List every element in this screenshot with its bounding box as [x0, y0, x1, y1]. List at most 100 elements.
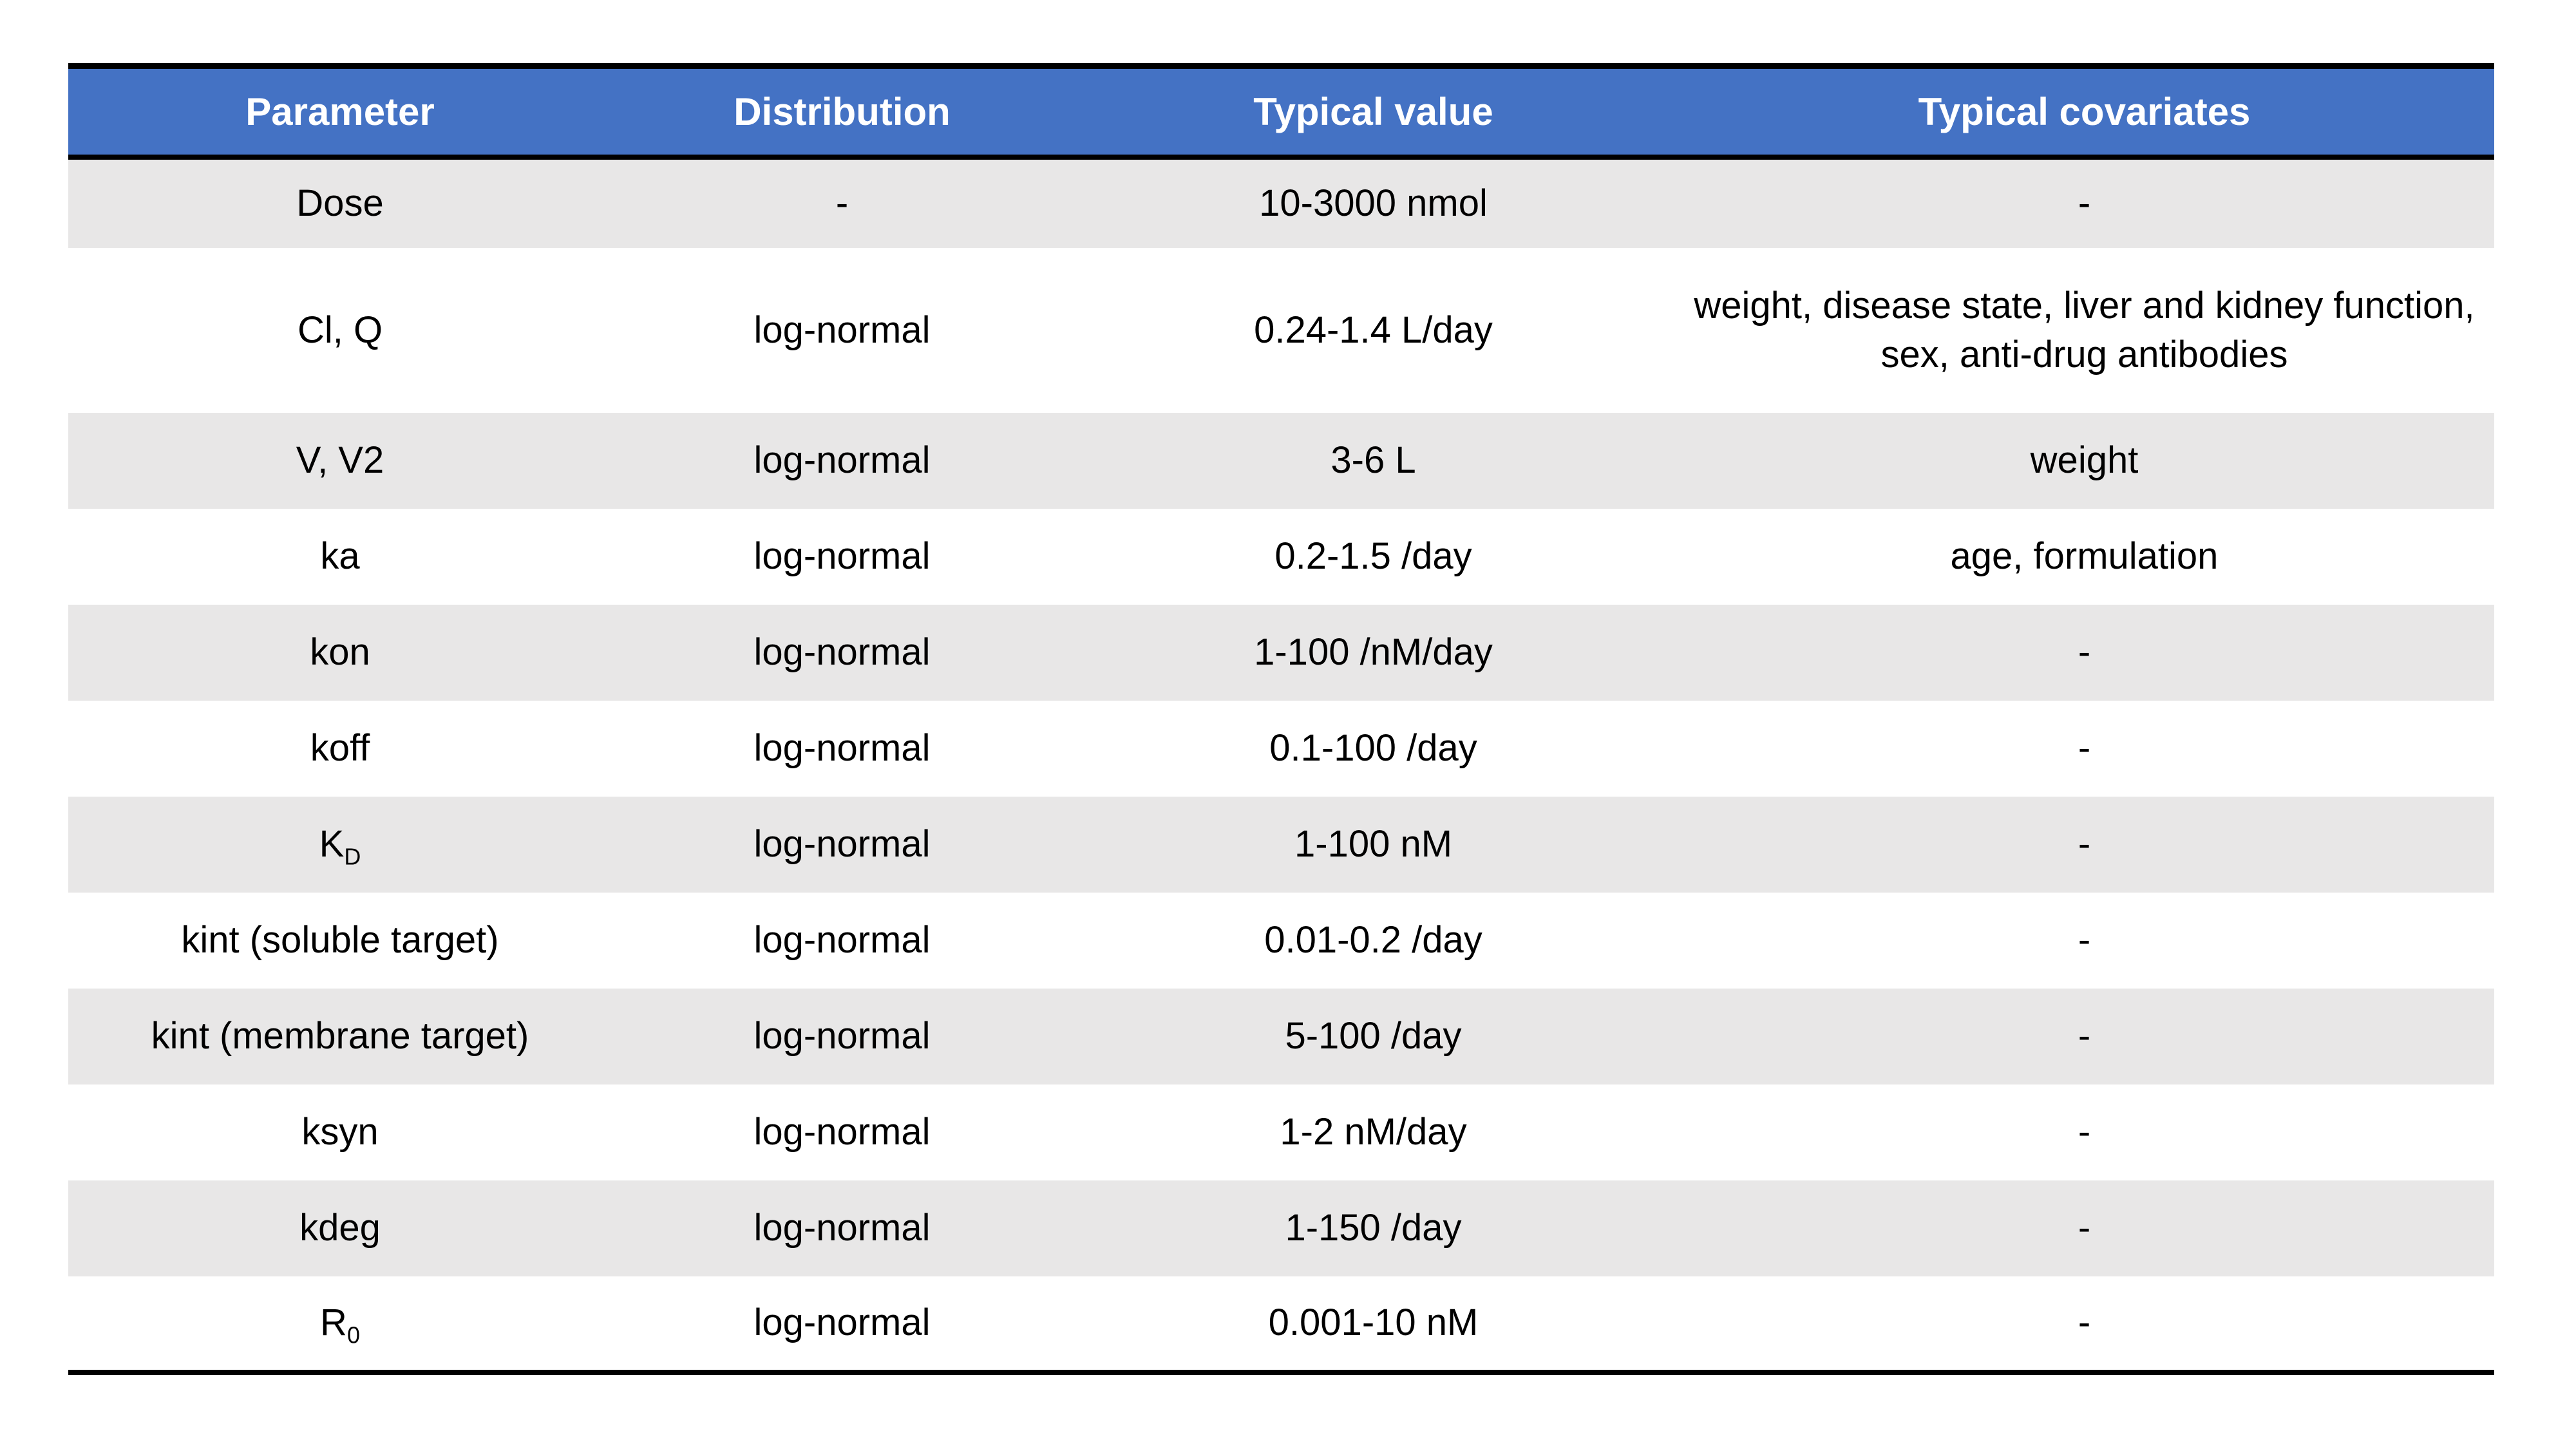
table-row: ksyn log-normal 1-2 nM/day -: [68, 1084, 2494, 1180]
parameter-cell: kint (membrane target): [68, 989, 612, 1084]
typical-covariates-cell-text: -: [2078, 919, 2091, 961]
typical-covariates-cell-text: -: [2078, 631, 2091, 674]
typical-value-cell: 3-6 L: [1072, 413, 1674, 509]
parameter-cell: ksyn: [68, 1084, 612, 1180]
distribution-cell-text: log-normal: [753, 919, 931, 961]
distribution-cell-text: log-normal: [753, 535, 931, 578]
typical-value-cell: 0.1-100 /day: [1072, 701, 1674, 797]
distribution-cell: log-normal: [612, 1180, 1072, 1276]
typical-covariates-cell: -: [1674, 1180, 2494, 1276]
typical-value-cell-text: 1-150 /day: [1285, 1207, 1462, 1249]
distribution-cell-text: log-normal: [753, 439, 931, 482]
typical-value-cell-text: 3-6 L: [1331, 439, 1416, 482]
distribution-cell-text: log-normal: [753, 1111, 931, 1153]
typical-covariates-cell: age, formulation: [1674, 509, 2494, 605]
typical-covariates-cell: -: [1674, 797, 2494, 893]
pk-parameters-table: Parameter Distribution Typical value Typ…: [68, 63, 2494, 1375]
parameter-cell: KD: [68, 797, 612, 893]
table-row: KD log-normal 1-100 nM -: [68, 796, 2494, 893]
typical-value-cell: 0.01-0.2 /day: [1072, 893, 1674, 989]
typical-covariates-cell-text: -: [2078, 182, 2091, 225]
parameter-cell-text: ksyn: [301, 1111, 379, 1153]
distribution-cell-text: log-normal: [753, 1207, 931, 1249]
typical-value-cell: 5-100 /day: [1072, 989, 1674, 1084]
typical-value-cell-text: 0.001-10 nM: [1268, 1302, 1479, 1344]
parameter-cell-text: kon: [310, 631, 370, 674]
typical-value-cell-text: 0.24-1.4 L/day: [1254, 308, 1493, 351]
parameter-cell-text: kdeg: [299, 1207, 381, 1249]
parameter-cell: ka: [68, 509, 612, 605]
typical-covariates-cell: -: [1674, 157, 2494, 248]
typical-value-cell: 1-150 /day: [1072, 1180, 1674, 1276]
parameter-cell: koff: [68, 701, 612, 797]
table-row: koff log-normal 0.1-100 /day -: [68, 700, 2494, 797]
typical-value-cell-text: 0.2-1.5 /day: [1274, 535, 1472, 578]
distribution-cell-text: log-normal: [753, 1015, 931, 1057]
typical-covariates-cell-text: weight, disease state, liver and kidney …: [1694, 285, 2475, 375]
parameter-cell-text: V, V2: [296, 439, 384, 482]
typical-value-cell: 0.001-10 nM: [1072, 1276, 1674, 1372]
typical-covariates-cell: -: [1674, 989, 2494, 1084]
distribution-cell: log-normal: [612, 1084, 1072, 1180]
typical-covariates-cell-text: -: [2078, 1207, 2091, 1249]
typical-covariates-cell-text: -: [2078, 1015, 2091, 1057]
typical-covariates-cell-text: weight: [2030, 439, 2139, 482]
parameter-cell-text: koff: [310, 727, 370, 770]
parameter-cell: kint (soluble target): [68, 893, 612, 989]
distribution-cell: log-normal: [612, 989, 1072, 1084]
typical-covariates-cell: weight, disease state, liver and kidney …: [1674, 248, 2494, 413]
distribution-cell: log-normal: [612, 509, 1072, 605]
table-row: V, V2 log-normal 3-6 L weight: [68, 412, 2494, 509]
typical-covariates-cell-text: -: [2078, 727, 2091, 770]
parameter-cell-text: Cl, Q: [297, 308, 383, 351]
typical-value-cell-text: 1-100 nM: [1294, 823, 1453, 866]
distribution-cell-text: log-normal: [753, 631, 931, 674]
typical-covariates-cell-text: -: [2078, 1302, 2091, 1344]
col-header-distribution: Distribution: [612, 66, 1072, 160]
distribution-cell-text: log-normal: [753, 308, 931, 351]
table-row: kint (soluble target) log-normal 0.01-0.2 …: [68, 892, 2494, 989]
distribution-cell: log-normal: [612, 797, 1072, 893]
distribution-cell: log-normal: [612, 893, 1072, 989]
table-row: Dose - 10-3000 nmol -: [68, 156, 2494, 248]
parameter-cell-text: ka: [320, 535, 360, 578]
table-row: R0 log-normal 0.001-10 nM -: [68, 1276, 2494, 1372]
typical-value-cell-text: 0.01-0.2 /day: [1264, 919, 1482, 961]
typical-covariates-cell: -: [1674, 893, 2494, 989]
table-header: Parameter Distribution Typical value Typ…: [68, 66, 2494, 160]
distribution-cell: log-normal: [612, 413, 1072, 509]
parameter-cell: Cl, Q: [68, 248, 612, 413]
distribution-cell-text: log-normal: [753, 1302, 931, 1344]
typical-covariates-cell: -: [1674, 1084, 2494, 1180]
col-header-parameter: Parameter: [68, 66, 612, 160]
table-row: kdeg log-normal 1-150 /day -: [68, 1180, 2494, 1276]
typical-value-cell: 0.2-1.5 /day: [1072, 509, 1674, 605]
typical-covariates-cell: -: [1674, 701, 2494, 797]
typical-covariates-cell: -: [1674, 1276, 2494, 1372]
table-row: kon log-normal 1-100 /nM/day -: [68, 604, 2494, 701]
typical-value-cell: 1-100 nM: [1072, 797, 1674, 893]
parameter-cell-text: R: [320, 1302, 347, 1344]
typical-covariates-cell-text: -: [2078, 1111, 2091, 1153]
typical-covariates-cell: weight: [1674, 413, 2494, 509]
typical-covariates-cell-text: age, formulation: [1950, 535, 2219, 578]
parameter-cell: V, V2: [68, 413, 612, 509]
typical-value-cell-text: 0.1-100 /day: [1269, 727, 1477, 770]
distribution-cell-text: log-normal: [753, 823, 931, 866]
table-row: Cl, Q log-normal 0.24-1.4 L/day weight, dis…: [68, 247, 2494, 413]
parameter-cell-text: kint (membrane target): [151, 1015, 529, 1057]
typical-value-cell-text: 1-2 nM/day: [1280, 1111, 1467, 1153]
distribution-cell: log-normal: [612, 605, 1072, 701]
parameter-cell-text: K: [319, 823, 345, 866]
distribution-cell: log-normal: [612, 701, 1072, 797]
header-row: Parameter Distribution Typical value Typ…: [68, 66, 2494, 160]
parameter-subscript: 0: [346, 1321, 360, 1349]
typical-covariates-cell: -: [1674, 605, 2494, 701]
distribution-cell-text: -: [835, 182, 849, 225]
typical-value-cell-text: 5-100 /day: [1285, 1015, 1462, 1057]
parameter-subscript: D: [344, 843, 361, 870]
parameter-cell: kon: [68, 605, 612, 701]
typical-value-cell: 10-3000 nmol: [1072, 157, 1674, 248]
table-row: ka log-normal 0.2-1.5 /day age, formulation: [68, 508, 2494, 605]
parameter-cell: Dose: [68, 157, 612, 248]
